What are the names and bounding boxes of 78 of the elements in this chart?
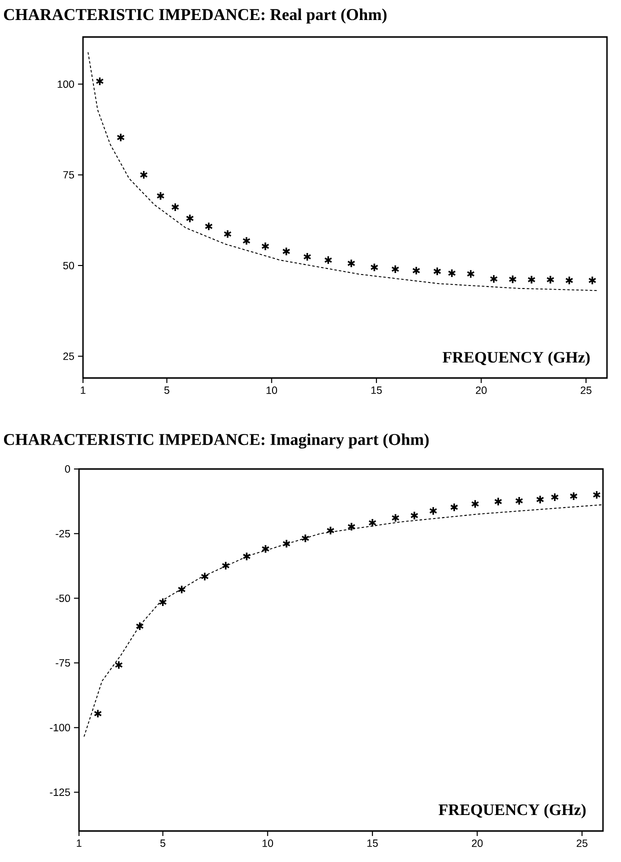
x-tick-label: 5 (164, 386, 170, 394)
point (178, 584, 186, 594)
point (324, 256, 332, 265)
x-tick-label: 1 (80, 386, 86, 394)
point (450, 502, 458, 512)
point (466, 269, 475, 278)
point (433, 266, 442, 276)
x-tick-label: 15 (371, 386, 382, 394)
x-axis-title: FREQUENCY (GHz) (438, 804, 586, 818)
chart-title: CHARACTERISTIC IMPEDANCE: Real part (Ohm) (4, 8, 387, 24)
point (412, 266, 420, 276)
point (303, 252, 312, 262)
point (347, 258, 356, 268)
point (570, 492, 578, 501)
point (527, 275, 536, 284)
point (114, 660, 123, 670)
point (347, 522, 356, 532)
point (204, 222, 213, 231)
point (410, 510, 418, 520)
x-tick-label: 25 (580, 386, 592, 394)
point (282, 539, 291, 548)
y-tick-label: -25 (56, 530, 70, 538)
x-tick-label: 1 (76, 840, 82, 847)
y-tick-label: 100 (58, 80, 74, 88)
point (326, 526, 335, 536)
y-tick-label: -50 (56, 594, 70, 602)
point (508, 274, 517, 284)
point (156, 191, 165, 200)
point (200, 572, 209, 582)
point (448, 268, 456, 278)
point (282, 246, 290, 256)
point (588, 276, 596, 286)
x-tick-label: 20 (476, 386, 487, 394)
x-tick-label: 20 (472, 840, 483, 847)
point (429, 506, 438, 516)
x-tick-label: 15 (367, 840, 378, 847)
point (261, 544, 270, 554)
point (490, 274, 498, 284)
point (391, 264, 400, 274)
y-tick-label: 25 (63, 352, 74, 360)
point (94, 709, 102, 718)
point (494, 496, 502, 506)
point (136, 622, 144, 631)
point (370, 262, 378, 272)
point (550, 492, 559, 502)
point (242, 236, 251, 246)
line-series (88, 52, 600, 292)
x-tick-label: 5 (160, 840, 166, 847)
point (242, 552, 251, 562)
point (224, 229, 232, 239)
y-tick-label: -100 (50, 724, 70, 732)
point (565, 276, 574, 286)
point (158, 598, 167, 607)
chart-title: CHARACTERISTIC IMPEDANCE: Imaginary part (Ohm) (4, 433, 429, 449)
y-tick-label: -125 (50, 788, 70, 796)
point (536, 494, 544, 504)
point (186, 214, 194, 223)
x-axis-title: FREQUENCY (GHz) (442, 351, 590, 366)
point (301, 534, 310, 543)
x-tick-label: 10 (262, 840, 274, 847)
point (222, 561, 230, 570)
y-tick-label: 0 (65, 465, 70, 473)
point (96, 76, 104, 86)
point (368, 518, 377, 528)
x-tick-label: 10 (266, 386, 278, 394)
point (471, 499, 480, 509)
point (116, 132, 125, 142)
point (515, 496, 524, 506)
point (391, 513, 400, 522)
x-tick-label: 25 (576, 840, 588, 847)
point (546, 275, 554, 284)
point (171, 202, 180, 212)
y-tick-label: -75 (56, 659, 70, 667)
y-tick-label: 75 (63, 171, 74, 179)
y-tick-label: 50 (63, 262, 74, 270)
point (261, 242, 270, 251)
point (592, 490, 601, 500)
point (140, 170, 148, 180)
